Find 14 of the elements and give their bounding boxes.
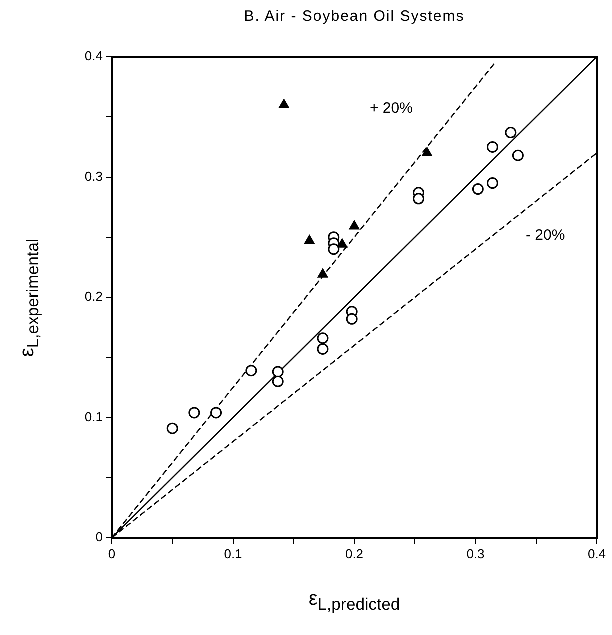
- y-tick-label: 0: [96, 530, 103, 545]
- y-tick-label: 0.4: [84, 48, 103, 64]
- y-tick-label: 0.1: [84, 409, 103, 424]
- x-tick-label: 0.3: [466, 546, 485, 562]
- annotation: + 20%: [370, 100, 413, 117]
- x-tick-label: 0.1: [224, 546, 242, 562]
- chart-title: B. Air - Soybean Oil Systems: [243, 8, 466, 25]
- x-axis-title: ε$_{L,predicted}$: [308, 588, 402, 615]
- y-tick-label: 0.3: [84, 168, 103, 184]
- x-tick-label: 0.4: [588, 546, 606, 562]
- x-tick-label: 0: [108, 546, 116, 562]
- y-tick-label: 0.2: [84, 289, 103, 304]
- annotation: - 20%: [526, 227, 566, 244]
- x-tick-label: 0.2: [345, 546, 364, 562]
